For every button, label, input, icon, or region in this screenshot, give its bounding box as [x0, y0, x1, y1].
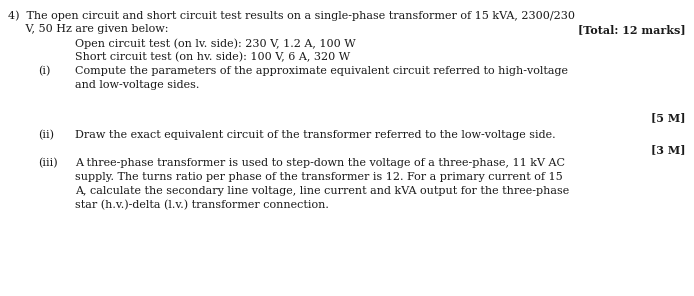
- Text: Short circuit test (on hv. side): 100 V, 6 A, 320 W: Short circuit test (on hv. side): 100 V,…: [75, 52, 350, 62]
- Text: [5 M]: [5 M]: [652, 112, 686, 123]
- Text: Open circuit test (on lv. side): 230 V, 1.2 A, 100 W: Open circuit test (on lv. side): 230 V, …: [75, 38, 355, 49]
- Text: V, 50 Hz are given below:: V, 50 Hz are given below:: [8, 24, 169, 34]
- Text: A three-phase transformer is used to step-down the voltage of a three-phase, 11 : A three-phase transformer is used to ste…: [75, 158, 565, 168]
- Text: Compute the parameters of the approximate equivalent circuit referred to high-vo: Compute the parameters of the approximat…: [75, 66, 568, 76]
- Text: (ii): (ii): [38, 130, 54, 140]
- Text: star (h.v.)-delta (l.v.) transformer connection.: star (h.v.)-delta (l.v.) transformer con…: [75, 200, 329, 210]
- Text: and low-voltage sides.: and low-voltage sides.: [75, 80, 199, 90]
- Text: A, calculate the secondary line voltage, line current and kVA output for the thr: A, calculate the secondary line voltage,…: [75, 186, 569, 196]
- Text: 4)  The open circuit and short circuit test results on a single-phase transforme: 4) The open circuit and short circuit te…: [8, 10, 575, 20]
- Text: (i): (i): [38, 66, 51, 76]
- Text: [3 M]: [3 M]: [652, 144, 686, 155]
- Text: (iii): (iii): [38, 158, 58, 168]
- Text: supply. The turns ratio per phase of the transformer is 12. For a primary curren: supply. The turns ratio per phase of the…: [75, 172, 563, 182]
- Text: Draw the exact equivalent circuit of the transformer referred to the low-voltage: Draw the exact equivalent circuit of the…: [75, 130, 556, 140]
- Text: [Total: 12 marks]: [Total: 12 marks]: [578, 24, 686, 35]
